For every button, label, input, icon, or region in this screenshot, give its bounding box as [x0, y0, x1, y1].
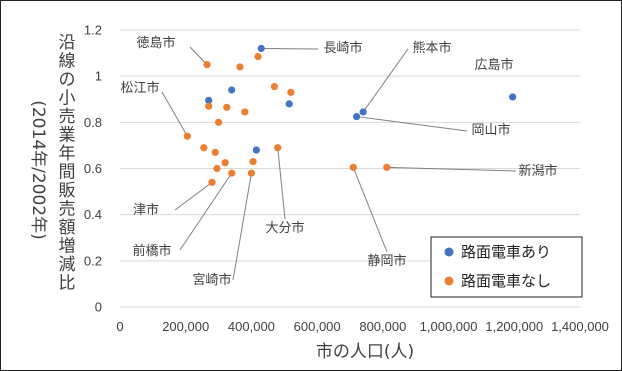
data-point-without-tram: [236, 63, 244, 71]
x-tick-label: 600,000: [294, 319, 341, 334]
data-point-without-tram: [270, 82, 279, 91]
y-tick-label: 1: [95, 69, 102, 84]
data-point-without-tram: [274, 144, 282, 152]
data-point-without-tram: [223, 103, 231, 111]
annotation-leader-line: [356, 116, 468, 132]
y-tick-label: 0.6: [84, 161, 102, 176]
legend-label-without-tram: 路面電車なし: [461, 272, 551, 290]
data-point-without-tram: [183, 132, 191, 140]
annotation-label: 岡山市: [471, 122, 510, 138]
annotation-leader-line: [179, 172, 233, 251]
annotation-leader-line: [174, 181, 213, 211]
data-point-with-tram: [285, 100, 293, 108]
annotation-label: 前橋市: [132, 243, 171, 259]
annotation-leader-line: [232, 173, 252, 281]
legend-marker-without-tram: [444, 276, 454, 286]
data-point-without-tram: [247, 169, 256, 177]
data-point-without-tram: [383, 163, 391, 171]
y-tick-label: 0.2: [84, 253, 102, 268]
annotation-label: 静岡市: [367, 253, 406, 269]
legend-label-with-tram: 路面電車あり: [461, 243, 551, 261]
data-point-without-tram: [203, 61, 211, 69]
annotation-label: 宮崎市: [192, 272, 231, 288]
annotation-leader-line: [261, 47, 319, 50]
data-point-without-tram: [200, 144, 208, 152]
data-point-without-tram: [211, 148, 219, 156]
annotation-label: 津市: [133, 202, 159, 218]
data-point-without-tram: [349, 163, 357, 171]
x-tick-label: 800,000: [359, 319, 406, 334]
legend-marker-with-tram: [444, 247, 454, 257]
data-point-without-tram: [213, 164, 221, 173]
annotation-label: 大分市: [265, 220, 304, 236]
data-point-without-tram: [208, 178, 216, 186]
annotation-label: 長崎市: [323, 40, 362, 56]
data-point-without-tram: [228, 169, 236, 177]
x-tick-label: 0: [116, 319, 123, 334]
data-point-with-tram: [257, 44, 265, 53]
x-tick-label: 1,000,000: [420, 319, 478, 334]
annotation-leader-line: [352, 167, 388, 253]
y-tick-label: 0.4: [84, 207, 102, 222]
annotation-leaders: [161, 46, 517, 281]
data-point-without-tram: [254, 52, 262, 61]
data-point-with-tram: [509, 93, 517, 101]
annotation-label: 松江市: [120, 80, 159, 96]
data-point-without-tram: [249, 157, 257, 166]
data-point-without-tram: [241, 108, 249, 116]
annotation-label: 熊本市: [412, 40, 451, 56]
data-point-without-tram: [287, 88, 295, 96]
x-tick-label: 1,400,000: [551, 319, 609, 334]
data-point-without-tram: [221, 159, 229, 167]
data-point-without-tram: [205, 102, 213, 110]
annotation-leader-line: [189, 46, 208, 65]
y-tick-label: 1.2: [84, 23, 102, 38]
y-tick-label: 0: [95, 300, 102, 315]
data-point-with-tram: [228, 86, 236, 94]
annotation-leader-line: [386, 166, 517, 172]
legend-box: [430, 236, 583, 298]
annotation-leader-line: [362, 48, 409, 113]
annotation-label: 新潟市: [518, 163, 557, 179]
y-tick-label: 0.8: [84, 115, 102, 130]
data-point-with-tram: [352, 112, 361, 121]
x-axis-ticks: 0 200,000 400,000 600,000 800,000 1,000,000 1,…: [116, 319, 609, 334]
annotation-label: 広島市: [474, 57, 513, 73]
x-tick-label: 1,200,000: [485, 319, 543, 334]
x-tick-label: 200,000: [162, 319, 209, 334]
x-tick-label: 400,000: [228, 319, 275, 334]
y-axis-ticks: 0 0.2 0.4 0.6 0.8 1 1.2: [84, 23, 102, 315]
x-axis-title: 市の人口(人): [316, 342, 414, 362]
data-point-with-tram: [252, 146, 260, 154]
annotation-leader-line: [277, 147, 286, 220]
legend: 路面電車あり 路面電車なし: [430, 236, 583, 298]
annotation-label: 徳島市: [136, 35, 175, 51]
data-point-with-tram: [359, 108, 367, 116]
data-points: [183, 44, 517, 186]
y-axis-subtitle: (2014年/2002年): [28, 100, 48, 240]
data-point-with-tram: [205, 96, 213, 105]
data-point-without-tram: [214, 118, 223, 126]
annotation-leader-line: [161, 91, 188, 137]
y-axis-title: 沿線の小売業年間販売額増減比: [59, 33, 76, 294]
